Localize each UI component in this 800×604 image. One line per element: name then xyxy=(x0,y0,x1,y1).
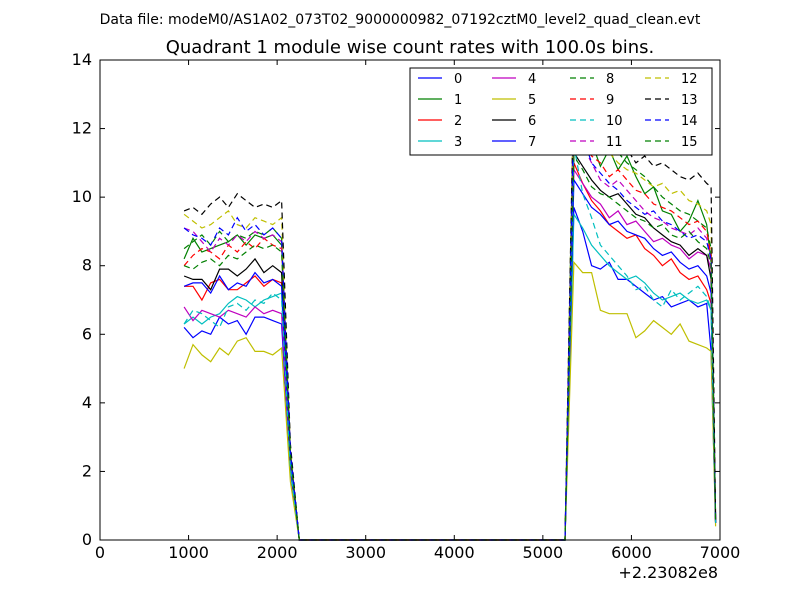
x-tick-label: 4000 xyxy=(434,543,475,562)
legend-label-0: 0 xyxy=(454,72,462,87)
x-tick-label: 7000 xyxy=(700,543,741,562)
legend-label-14: 14 xyxy=(681,114,698,129)
series-line-4 xyxy=(183,167,717,541)
plot-frame xyxy=(99,59,721,541)
y-tick-label: 0 xyxy=(82,530,92,549)
legend-label-15: 15 xyxy=(681,135,698,150)
series-line-11 xyxy=(183,114,717,541)
legend-label-9: 9 xyxy=(606,93,614,108)
y-tick-label: 12 xyxy=(72,119,92,138)
y-tick-label: 10 xyxy=(72,187,92,206)
series-line-12 xyxy=(183,76,717,541)
legend-label-12: 12 xyxy=(681,72,698,87)
chart-title: Quadrant 1 module wise count rates with … xyxy=(166,37,655,58)
data-file-label: Data file: modeM0/AS1A02_073T02_90000009… xyxy=(100,12,701,28)
series-line-15 xyxy=(183,154,717,541)
y-tick-label: 8 xyxy=(82,256,92,275)
legend-label-10: 10 xyxy=(606,114,623,129)
legend-label-13: 13 xyxy=(681,93,698,108)
x-tick-label: 1000 xyxy=(168,543,209,562)
series-line-7 xyxy=(183,178,717,541)
series-line-1 xyxy=(183,120,717,541)
series-line-0 xyxy=(183,207,717,541)
x-tick-label: 0 xyxy=(95,543,105,562)
series-line-9 xyxy=(183,126,717,541)
x-tick-label: 6000 xyxy=(611,543,652,562)
legend-label-3: 3 xyxy=(454,135,462,150)
series-line-3 xyxy=(183,212,717,541)
x-tick-label: 2000 xyxy=(257,543,298,562)
legend-label-11: 11 xyxy=(606,135,623,150)
x-offset-label: +2.23082e8 xyxy=(618,563,718,582)
series-layer xyxy=(183,73,717,541)
y-tick-label: 14 xyxy=(72,50,92,69)
legend-label-1: 1 xyxy=(454,93,462,108)
y-tick-label: 2 xyxy=(82,461,92,480)
legend-label-7: 7 xyxy=(528,135,536,150)
series-line-14 xyxy=(183,111,717,541)
series-line-10 xyxy=(183,145,717,541)
y-tick-label: 4 xyxy=(82,393,92,412)
series-line-13 xyxy=(183,73,717,541)
legend-label-2: 2 xyxy=(454,114,462,129)
legend-label-6: 6 xyxy=(528,114,536,129)
legend-label-5: 5 xyxy=(528,93,536,108)
legend-label-4: 4 xyxy=(528,72,536,87)
legend-box xyxy=(409,67,713,156)
y-tick-label: 6 xyxy=(82,324,92,343)
legend-label-8: 8 xyxy=(606,72,614,87)
x-tick-label: 3000 xyxy=(345,543,386,562)
series-line-5 xyxy=(183,260,717,541)
series-line-6 xyxy=(183,150,717,541)
x-tick-label: 5000 xyxy=(522,543,563,562)
